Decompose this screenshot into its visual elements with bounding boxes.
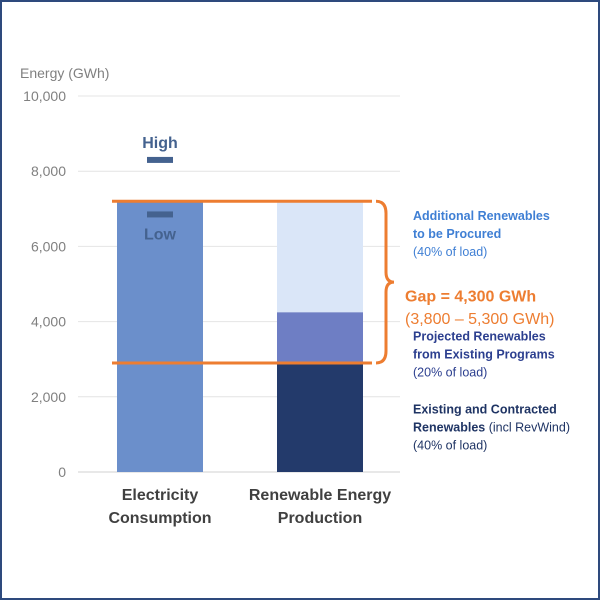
gap-title: Gap = 4,300 GWh	[405, 288, 536, 305]
production-segment-2	[277, 312, 363, 363]
gap-bracket	[375, 199, 395, 365]
production-segment-1	[277, 362, 363, 472]
category-label-1-line2: Consumption	[108, 510, 211, 527]
high-marker	[147, 156, 173, 163]
gap-range: (3,800 – 5,300 GWh)	[405, 311, 554, 328]
low-marker	[147, 211, 173, 218]
low-label: Low	[144, 226, 177, 243]
annotation-2-line3: (20% of load)	[413, 365, 487, 379]
y-tick-label: 4,000	[31, 314, 66, 330]
y-tick-label: 6,000	[31, 238, 66, 254]
consumption-bar	[117, 201, 203, 472]
category-label-2-line2: Production	[278, 510, 362, 527]
annotation-3-line2: Renewables (incl RevWind)	[413, 421, 570, 435]
annotation-2-line1: Projected Renewables	[413, 329, 546, 343]
y-axis-label: Energy (GWh)	[20, 65, 109, 81]
y-tick-label: 0	[58, 464, 66, 480]
category-label-1-line1: Electricity	[122, 487, 199, 504]
annotation-1-line3: (40% of load)	[413, 245, 487, 259]
y-tick-label: 2,000	[31, 389, 66, 405]
y-tick-label: 10,000	[23, 88, 66, 104]
annotation-2-line2: from Existing Programs	[413, 347, 555, 361]
high-label: High	[142, 135, 178, 152]
annotation-1-line1: Additional Renewables	[413, 209, 550, 223]
y-tick-label: 8,000	[31, 163, 66, 179]
annotation-3-line3: (40% of load)	[413, 439, 487, 453]
annotation-3-line2-extra: (incl RevWind)	[485, 421, 570, 435]
category-label-2-line1: Renewable Energy	[249, 487, 391, 504]
annotation-1-line2: to be Procured	[413, 227, 501, 241]
annotation-3-line1: Existing and Contracted	[413, 403, 557, 417]
production-segment-3	[277, 201, 363, 313]
